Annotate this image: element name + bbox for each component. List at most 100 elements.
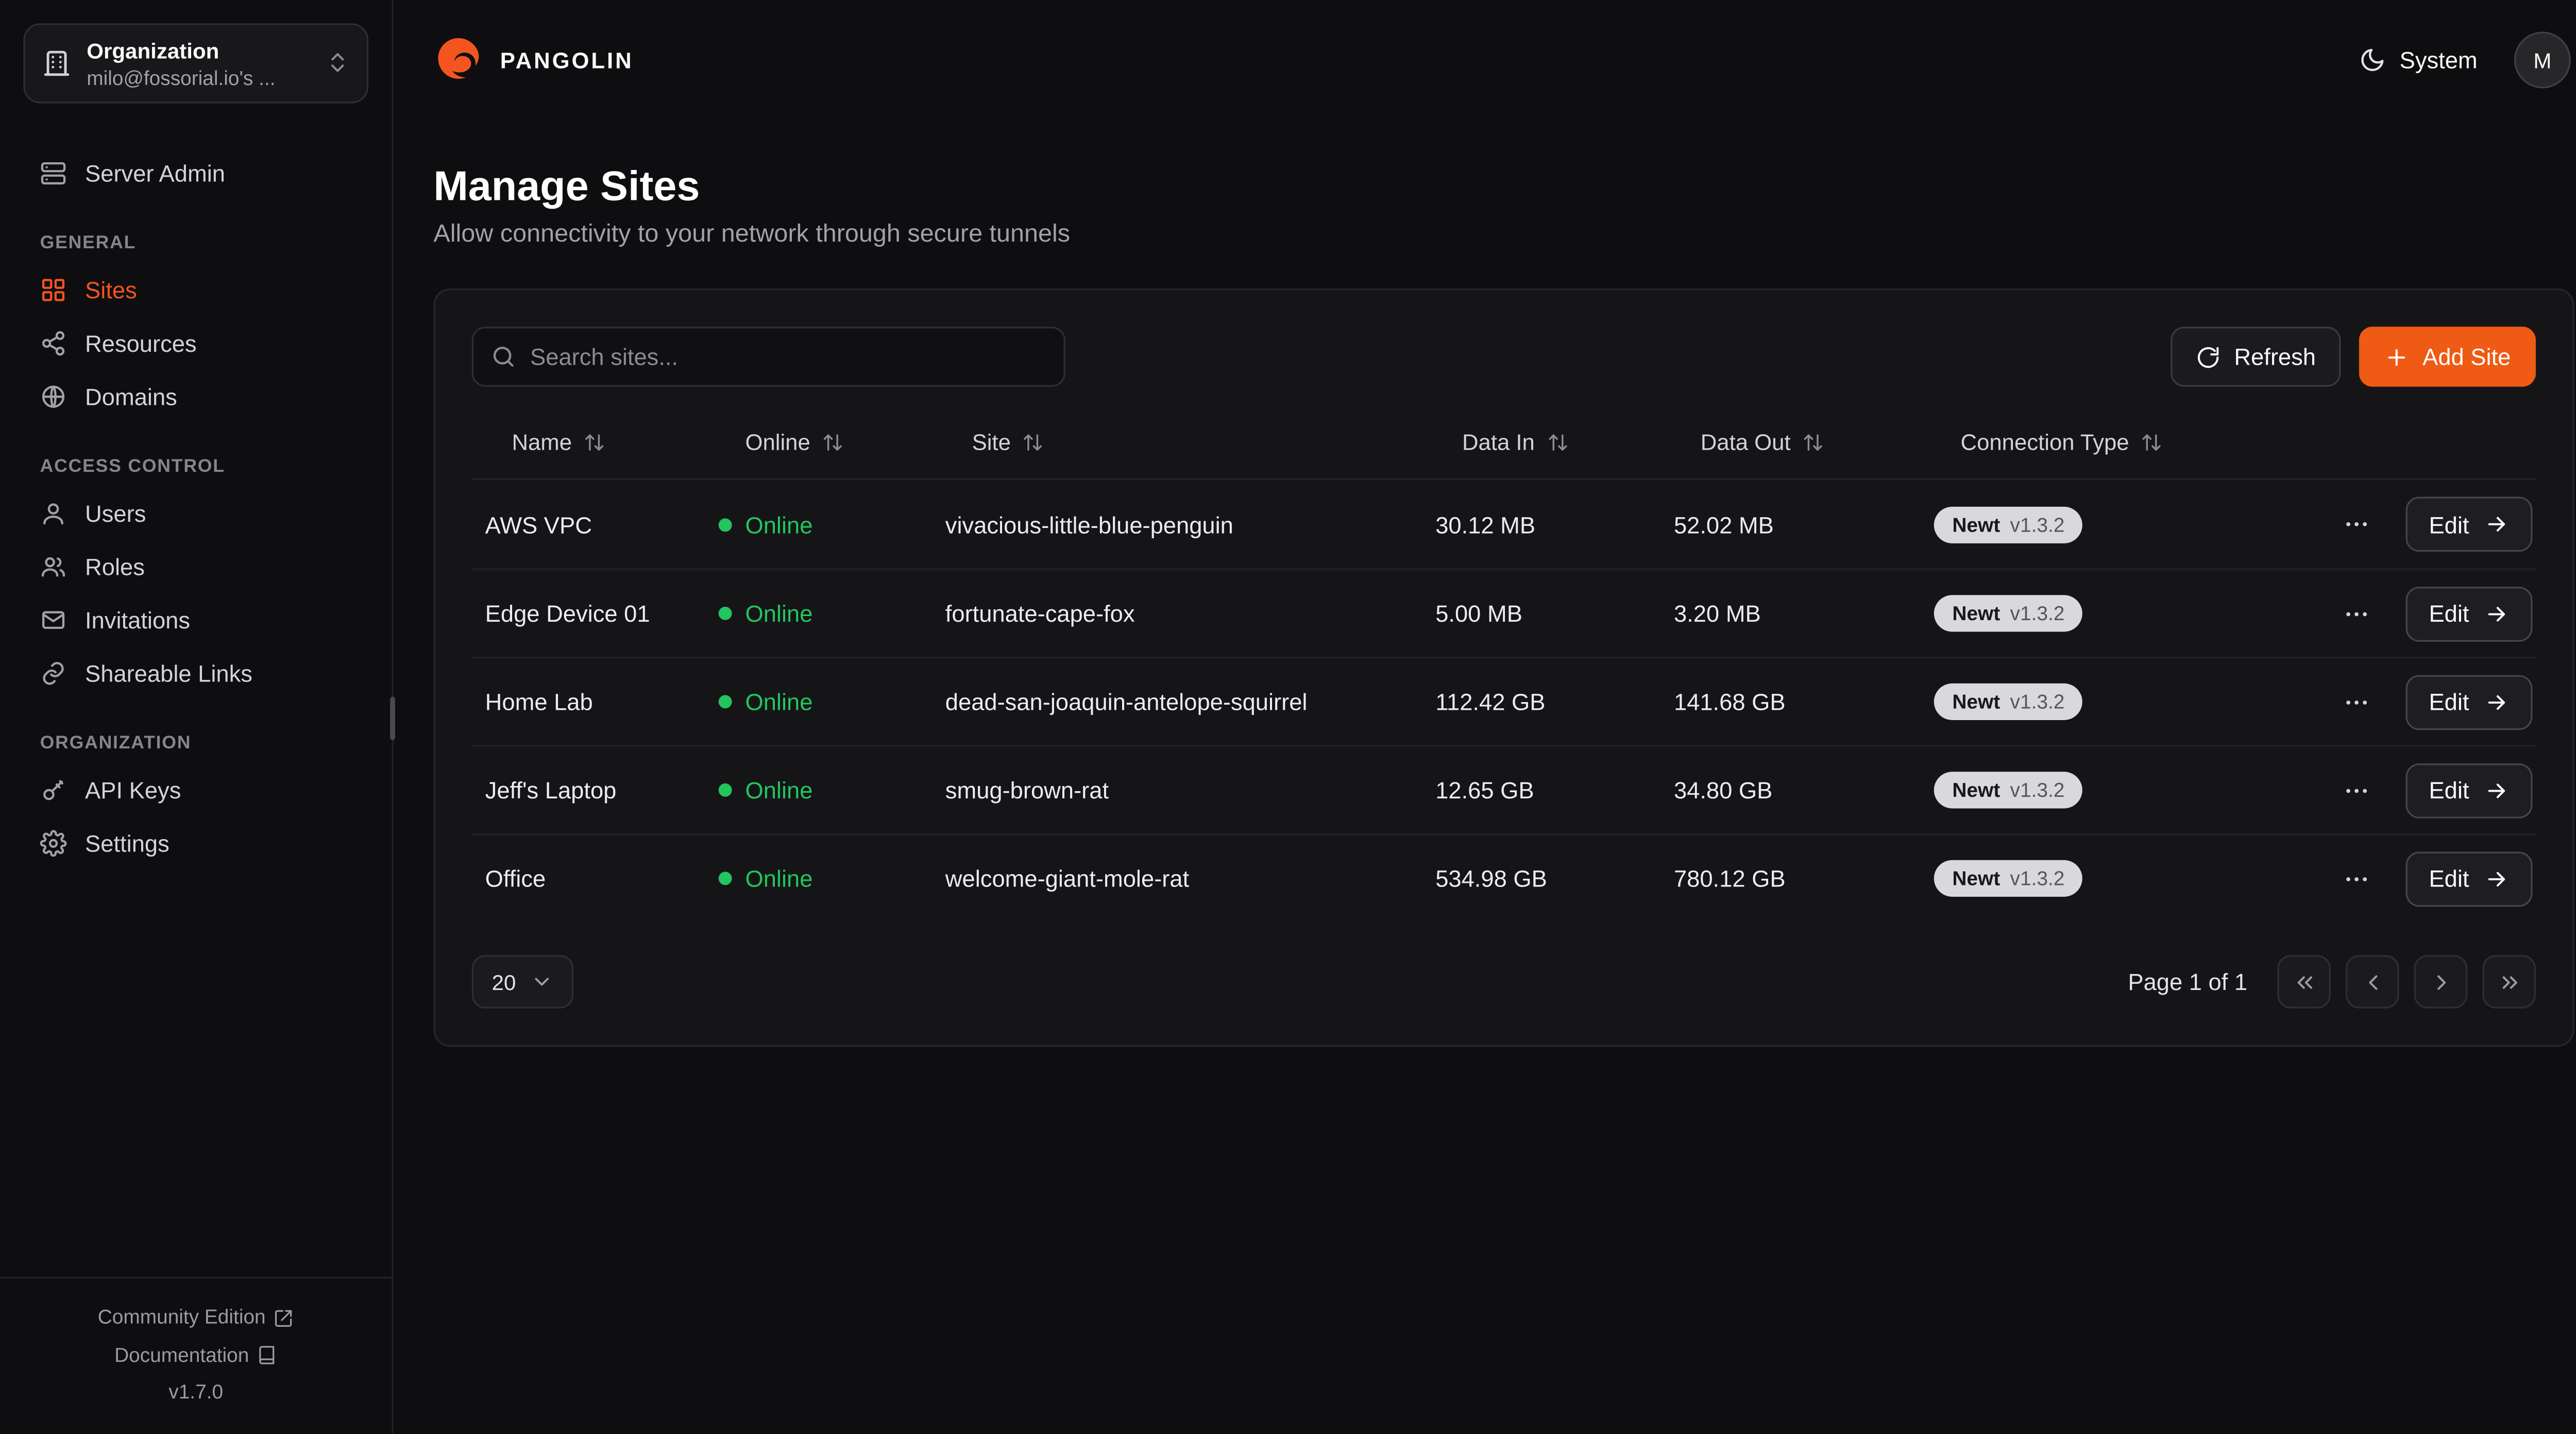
sidebar-item-sites[interactable]: Sites [23,263,368,316]
cell-site: welcome-giant-mole-rat [945,865,1190,892]
chevron-down-icon [531,970,554,993]
chevrons-left-icon [2292,969,2317,995]
section-title-access-control: ACCESS CONTROL [40,456,225,476]
row-actions-button[interactable] [2334,501,2381,548]
sort-icon [2141,432,2162,453]
sidebar-item-label: Invitations [85,606,191,633]
community-edition-link[interactable]: Community Edition [16,1299,375,1336]
globe-icon [40,383,67,409]
arrow-right-icon [2484,866,2510,891]
sidebar-item-invitations[interactable]: Invitations [23,593,368,646]
org-switcher-text: Organization milo@fossorial.io's ... [87,37,310,89]
refresh-button[interactable]: Refresh [2171,327,2341,387]
org-switcher[interactable]: Organization milo@fossorial.io's ... [23,23,369,103]
page-subtitle: Allow connectivity to your network throu… [433,220,1071,249]
gear-icon [40,829,67,856]
page-content: Manage Sites Allow connectivity to your … [394,120,2576,1087]
online-status-dot [718,606,732,620]
resources-share-icon [40,329,67,356]
edit-button[interactable]: Edit [2405,586,2533,641]
cell-connection-type: Newt v1.3.2 [1921,860,2304,897]
plus-icon [2384,344,2410,369]
connection-type-badge: Newt v1.3.2 [1934,595,2083,632]
sidebar-item-users[interactable]: Users [23,486,368,539]
page-title: Manage Sites [433,163,700,210]
sidebar-item-label: API Keys [85,776,181,803]
pagination-right: Page 1 of 1 [2128,955,2536,1009]
section-title-general: GENERAL [40,232,137,253]
sidebar-item-domains[interactable]: Domains [23,369,368,423]
edit-button[interactable]: Edit [2405,497,2533,552]
sidebar-item-label: Roles [85,552,145,579]
row-actions-button[interactable] [2334,590,2381,637]
sort-icon [1023,432,1044,453]
previous-page-button[interactable] [2346,955,2399,1009]
book-icon [258,1345,278,1365]
cell-data-out: 780.12 GB [1673,865,1786,892]
edit-button[interactable]: Edit [2405,850,2533,906]
version-label: v1.7.0 [168,1379,224,1404]
online-status-dot [718,872,732,885]
last-page-button[interactable] [2482,955,2536,1009]
edit-button[interactable]: Edit [2405,762,2533,818]
mail-icon [40,606,67,633]
sidebar-footer: Community Edition Documentation v1.7.0 [0,1277,392,1433]
documentation-link[interactable]: Documentation [16,1336,375,1373]
cell-online: Online [705,865,932,892]
column-header-name[interactable]: Name [472,430,705,455]
sidebar-item-roles[interactable]: Roles [23,539,368,593]
table-body: AWS VPC Online vivacious-little-blue-pen… [471,480,2536,922]
sidebar-item-resources[interactable]: Resources [23,316,368,369]
table-row: Edge Device 01 Online fortunate-cape-fox… [471,568,2536,657]
search-icon [490,344,517,370]
column-header-site[interactable]: Site [932,430,1422,455]
brand[interactable]: PANGOLIN [433,35,633,85]
page-info: Page 1 of 1 [2128,968,2248,995]
cell-data-out: 34.80 GB [1673,776,1773,804]
chevrons-right-icon [2497,969,2522,995]
documentation-label: Documentation [114,1343,249,1367]
column-header-data-out[interactable]: Data Out [1660,430,1921,455]
sort-icon [1546,432,1568,453]
ellipsis-icon [2343,599,2371,627]
next-page-button[interactable] [2414,955,2468,1009]
ellipsis-icon [2343,688,2371,716]
sites-card: Refresh Add Site Name [433,288,2574,1047]
row-actions-button[interactable] [2334,767,2381,814]
ellipsis-icon [2343,864,2371,893]
sort-icon [1802,432,1824,453]
search-input[interactable] [471,327,1065,387]
chevrons-up-down-icon [325,50,350,76]
sidebar-resize-handle[interactable] [390,696,395,740]
cell-online: Online [705,511,932,538]
sidebar-item-server-admin[interactable]: Server Admin [23,146,368,199]
topbar: PANGOLIN System M [394,0,2576,120]
table-row: AWS VPC Online vivacious-little-blue-pen… [472,480,2536,569]
sites-grid-icon [40,276,67,303]
add-site-button[interactable]: Add Site [2359,327,2536,387]
row-actions-button[interactable] [2334,855,2381,902]
row-actions-button[interactable] [2334,678,2381,725]
search-box [471,327,1065,387]
column-header-online[interactable]: Online [705,430,932,455]
sidebar-item-label: Users [85,499,146,526]
sidebar-item-shareable-links[interactable]: Shareable Links [23,646,368,699]
avatar[interactable]: M [2514,31,2571,89]
table-header-row: Name Online Site Data In [471,407,2536,480]
section-title-organization: ORGANIZATION [40,732,192,753]
page-size-select[interactable]: 20 [471,955,574,1009]
edit-button[interactable]: Edit [2405,674,2533,729]
table-row: Home Lab Online dead-san-joaquin-antelop… [471,656,2536,745]
online-status-dot [718,783,732,797]
cell-data-in: 12.65 GB [1435,776,1534,804]
key-icon [40,776,67,803]
theme-toggle[interactable]: System [2360,47,2478,73]
sidebar-item-api-keys[interactable]: API Keys [23,763,368,816]
refresh-label: Refresh [2234,343,2316,370]
sidebar-item-settings[interactable]: Settings [23,816,368,869]
add-site-label: Add Site [2422,343,2511,370]
column-header-connection-type[interactable]: Connection Type [1921,430,2304,455]
column-header-data-in[interactable]: Data In [1422,430,1660,455]
first-page-button[interactable] [2277,955,2331,1009]
